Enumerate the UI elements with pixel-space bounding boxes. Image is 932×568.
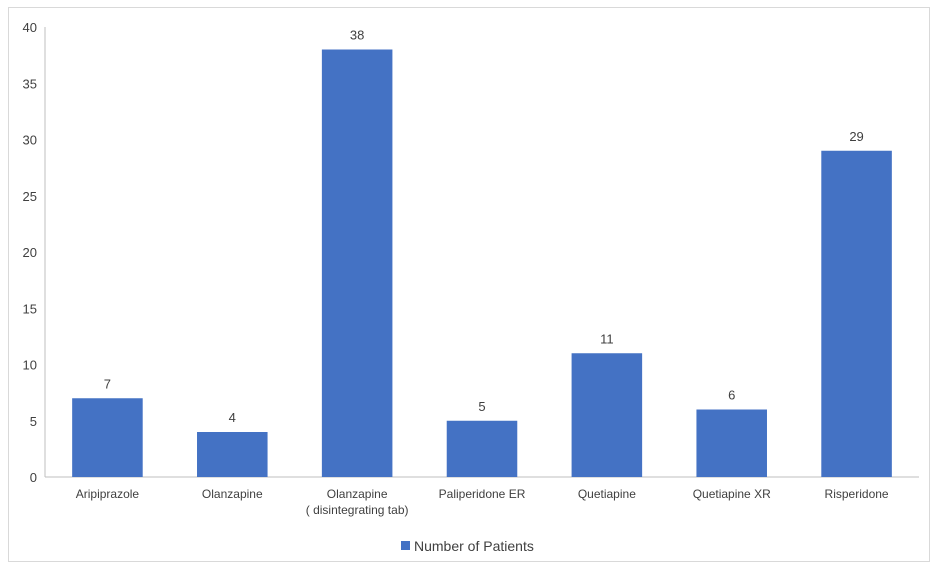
bar	[821, 150, 892, 477]
legend-swatch	[401, 541, 410, 550]
x-tick-label: Olanzapine( disintegrating tab)	[306, 487, 409, 517]
data-label: 11	[600, 331, 614, 346]
bar	[571, 353, 643, 477]
bar	[72, 398, 143, 477]
x-tick-label: Olanzapine	[202, 487, 263, 501]
y-tick-label: 25	[23, 189, 37, 204]
y-tick-label: 20	[23, 245, 37, 260]
data-label: 38	[350, 28, 364, 43]
bar	[197, 432, 268, 477]
bar	[696, 409, 767, 477]
y-tick-label: 5	[30, 414, 37, 429]
x-tick-label: Paliperidone ER	[439, 487, 526, 501]
legend: Number of Patients	[401, 538, 534, 554]
x-tick-label: Risperidone	[825, 487, 889, 501]
bar-chart: 0 5 10 15 20 25 30 35 40 Aripiprazole Olanzapine O…	[23, 20, 919, 554]
data-labels: 7 4 38 5 11 6 29	[104, 28, 864, 426]
y-axis: 0 5 10 15 20 25 30 35 40	[23, 20, 46, 485]
data-label: 4	[229, 410, 236, 425]
y-tick-label: 15	[23, 301, 37, 316]
bar-series	[72, 49, 892, 477]
y-tick-label: 40	[23, 20, 37, 35]
chart-frame: 0 5 10 15 20 25 30 35 40 Aripiprazole Olanzapine O…	[8, 7, 930, 562]
data-label: 5	[478, 399, 485, 414]
x-tick-label: Quetiapine XR	[693, 487, 771, 501]
y-tick-label: 35	[23, 76, 37, 91]
y-tick-label: 10	[23, 358, 37, 373]
x-tick-label: Aripiprazole	[76, 487, 140, 501]
bar	[446, 420, 518, 477]
x-axis: Aripiprazole Olanzapine Olanzapine( disint…	[45, 476, 919, 517]
data-label: 6	[728, 388, 735, 403]
legend-label: Number of Patients	[414, 538, 534, 554]
bar	[321, 49, 393, 477]
data-label: 29	[849, 129, 863, 144]
x-tick-label: Quetiapine	[578, 487, 636, 501]
data-label: 7	[104, 376, 111, 391]
y-tick-label: 0	[30, 470, 37, 485]
y-tick-label: 30	[23, 133, 37, 148]
